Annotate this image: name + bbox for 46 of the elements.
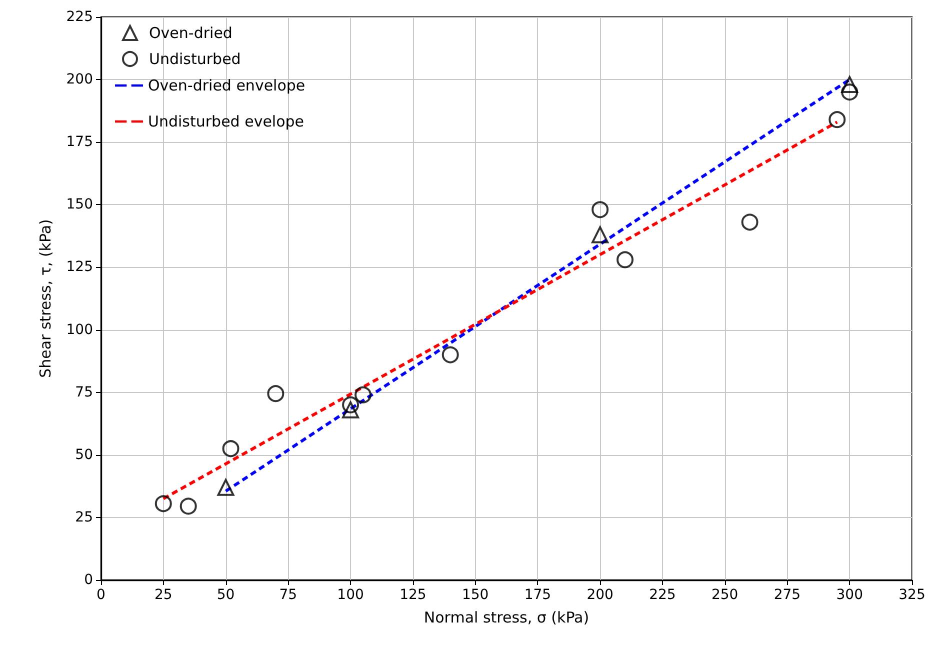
x-tick-label: 75	[279, 587, 298, 603]
point	[442, 346, 459, 364]
x-axis-title: Normal stress, σ (kPa)	[424, 608, 590, 626]
y-tick-label: 125	[66, 259, 93, 276]
point	[616, 251, 634, 268]
y-tick-label: 25	[75, 509, 93, 526]
x-tick-label: 175	[524, 587, 552, 603]
point	[342, 396, 360, 414]
x-tick-label: 100	[337, 587, 364, 603]
point	[828, 111, 846, 128]
x-tick-label: 0	[96, 587, 106, 603]
x-tick-label: 150	[462, 587, 489, 603]
y-tick-label: 225	[66, 9, 93, 25]
x-tick-label: 200	[586, 587, 614, 603]
point	[592, 201, 609, 218]
x-tick-label: 125	[400, 587, 426, 603]
point	[154, 495, 172, 512]
point	[222, 440, 240, 458]
y-tick-label: 75	[75, 384, 93, 400]
x-tick-label: 250	[711, 587, 738, 603]
point	[267, 385, 284, 402]
x-tick-label: 325	[898, 587, 926, 603]
point	[217, 478, 234, 496]
legend-label: Oven-dried	[149, 24, 232, 42]
x-tick-label: 25	[154, 587, 172, 603]
y-tick-label: 200	[66, 72, 93, 88]
x-tick-label: 50	[216, 587, 235, 603]
y-tick-label: 50	[75, 446, 93, 463]
legend-label: Oven-dried envelope	[148, 76, 306, 94]
point	[354, 386, 372, 404]
point	[841, 84, 858, 101]
x-tick-label: 300	[836, 587, 863, 603]
point	[592, 226, 609, 244]
x-tick-label: 225	[649, 587, 676, 603]
point	[342, 401, 360, 418]
x-tick-label: 275	[774, 587, 801, 603]
legend-label: Undisturbed	[149, 50, 241, 68]
legend-label: Undisturbed evelope	[148, 112, 304, 130]
point	[741, 214, 758, 231]
y-tick-label: 150	[66, 196, 93, 213]
y-tick-label: 100	[66, 322, 93, 338]
y-tick-label: 0	[84, 572, 93, 588]
point	[180, 498, 197, 515]
y-axis-title: Shear stress, τ, (kPa)	[36, 219, 54, 378]
point	[841, 76, 858, 94]
y-tick-label: 175	[66, 134, 93, 150]
